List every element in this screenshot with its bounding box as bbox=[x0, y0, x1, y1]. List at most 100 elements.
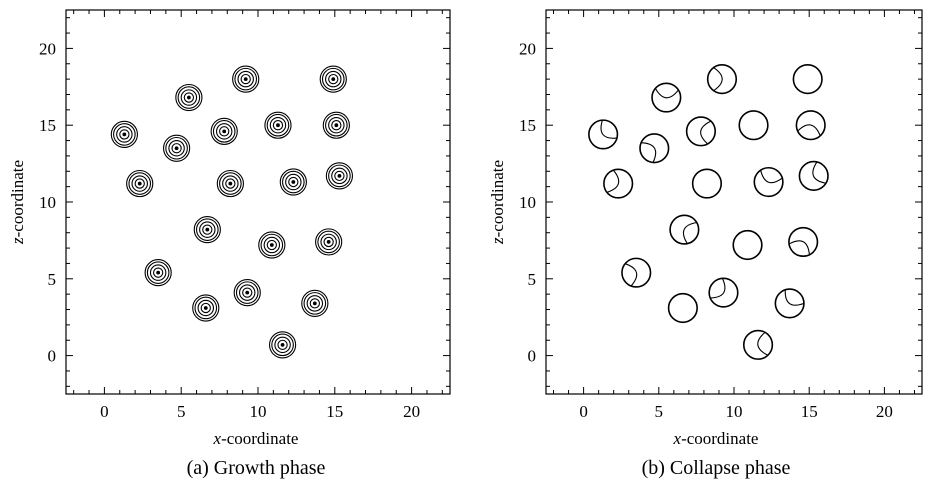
ring bbox=[334, 170, 345, 182]
bubble-rings bbox=[162, 134, 191, 162]
collapsing-bubble bbox=[588, 119, 619, 150]
x-axis-label-text: -coordinate bbox=[221, 429, 298, 448]
ring bbox=[110, 120, 138, 149]
ring bbox=[113, 123, 136, 146]
ring-center bbox=[280, 342, 285, 347]
ring bbox=[268, 331, 297, 359]
ring bbox=[331, 167, 348, 185]
bubble-outline bbox=[603, 168, 634, 199]
ring-center bbox=[291, 180, 296, 184]
ring bbox=[232, 65, 260, 93]
ring bbox=[180, 89, 198, 106]
bubble-deformation bbox=[757, 331, 769, 356]
x-axis-label-symbol: x bbox=[213, 429, 222, 448]
ring bbox=[320, 233, 337, 251]
ring bbox=[200, 302, 211, 314]
ring-center bbox=[334, 123, 339, 128]
ring bbox=[144, 259, 172, 287]
ring bbox=[162, 134, 191, 162]
bubble-deformation bbox=[710, 278, 726, 299]
x-tick-label: 20 bbox=[403, 402, 420, 421]
ring bbox=[183, 92, 195, 103]
ring bbox=[323, 236, 334, 248]
ring-center bbox=[205, 227, 210, 232]
bubble-rings bbox=[258, 231, 286, 259]
bubble-deformation bbox=[797, 124, 821, 137]
collapsing-bubble bbox=[691, 168, 723, 199]
ring bbox=[322, 111, 350, 139]
bubble-outline bbox=[706, 64, 738, 95]
bubble-outline bbox=[732, 229, 763, 261]
bubble-rings bbox=[319, 65, 347, 93]
ring bbox=[192, 294, 220, 322]
ring bbox=[219, 126, 230, 137]
axis-ticks bbox=[546, 10, 922, 394]
bubble-outline bbox=[738, 110, 769, 141]
ring bbox=[175, 83, 203, 112]
x-tick-label: 15 bbox=[326, 402, 343, 421]
collapsing-bubble bbox=[651, 82, 682, 113]
ring bbox=[119, 129, 130, 140]
y-axis-label: z-coordinate bbox=[488, 160, 507, 245]
bubble-rings bbox=[216, 169, 244, 198]
ring bbox=[288, 176, 299, 188]
x-tick-label: 5 bbox=[655, 402, 664, 421]
x-axis-label: x-coordinate bbox=[213, 429, 299, 448]
bubble-outline bbox=[639, 133, 670, 164]
collapsing-bubble bbox=[667, 292, 698, 324]
bubble-rings bbox=[210, 117, 238, 145]
ring bbox=[237, 70, 254, 88]
ring bbox=[196, 218, 219, 241]
y-axis-label-symbol: z bbox=[488, 237, 507, 245]
x-tick-label: 10 bbox=[250, 402, 267, 421]
ring bbox=[149, 264, 167, 281]
bubble-rings bbox=[175, 83, 203, 112]
bubble-rings bbox=[279, 168, 307, 196]
ring bbox=[233, 279, 261, 307]
collapsing-bubble bbox=[738, 110, 769, 141]
collapsing-bubble bbox=[753, 166, 784, 198]
ring bbox=[331, 120, 342, 131]
ring-center bbox=[269, 243, 274, 247]
ring bbox=[321, 67, 345, 91]
x-axis-label: x-coordinate bbox=[673, 429, 759, 448]
collapsing-bubble bbox=[798, 160, 829, 191]
x-tick-label: 5 bbox=[177, 402, 186, 421]
bubble-rings bbox=[144, 259, 172, 287]
bubble-outline bbox=[669, 214, 700, 245]
ring bbox=[194, 296, 218, 320]
x-tick-label: 10 bbox=[726, 402, 743, 421]
ring bbox=[325, 113, 348, 137]
ring-center bbox=[137, 181, 142, 186]
ring-center bbox=[337, 173, 342, 178]
bubble-outline bbox=[588, 119, 619, 150]
ring bbox=[171, 143, 182, 154]
ring bbox=[177, 86, 201, 109]
y-tick-label: 5 bbox=[528, 270, 537, 289]
ring bbox=[219, 172, 242, 195]
bubble-rings bbox=[192, 294, 220, 322]
ring bbox=[199, 221, 216, 238]
bubble-rings bbox=[233, 279, 261, 307]
ring bbox=[216, 169, 244, 198]
ring-center bbox=[331, 77, 336, 82]
y-axis-label-text: -coordinate bbox=[488, 160, 507, 237]
bubble-rings bbox=[315, 228, 343, 256]
ring bbox=[225, 178, 236, 189]
ring bbox=[222, 175, 239, 192]
ring bbox=[315, 228, 343, 256]
ring bbox=[317, 230, 340, 254]
bubble-outline bbox=[753, 166, 784, 198]
ring bbox=[325, 70, 342, 88]
bubble-deformation bbox=[682, 221, 697, 244]
y-tick-label: 15 bbox=[519, 116, 536, 135]
bubble-outline bbox=[798, 160, 829, 191]
bubble-deformation bbox=[624, 263, 638, 287]
ring bbox=[239, 284, 256, 301]
panel-caption: (a) Growth phase bbox=[187, 457, 326, 479]
panel-collapse-phase: 0 5 10 15 2005101520x-coordinatez-coordinate… bbox=[488, 9, 923, 479]
bubble-rings bbox=[110, 120, 138, 149]
bubble-deformation bbox=[788, 240, 810, 255]
ring bbox=[263, 236, 281, 254]
bubble-deformation bbox=[641, 142, 657, 163]
